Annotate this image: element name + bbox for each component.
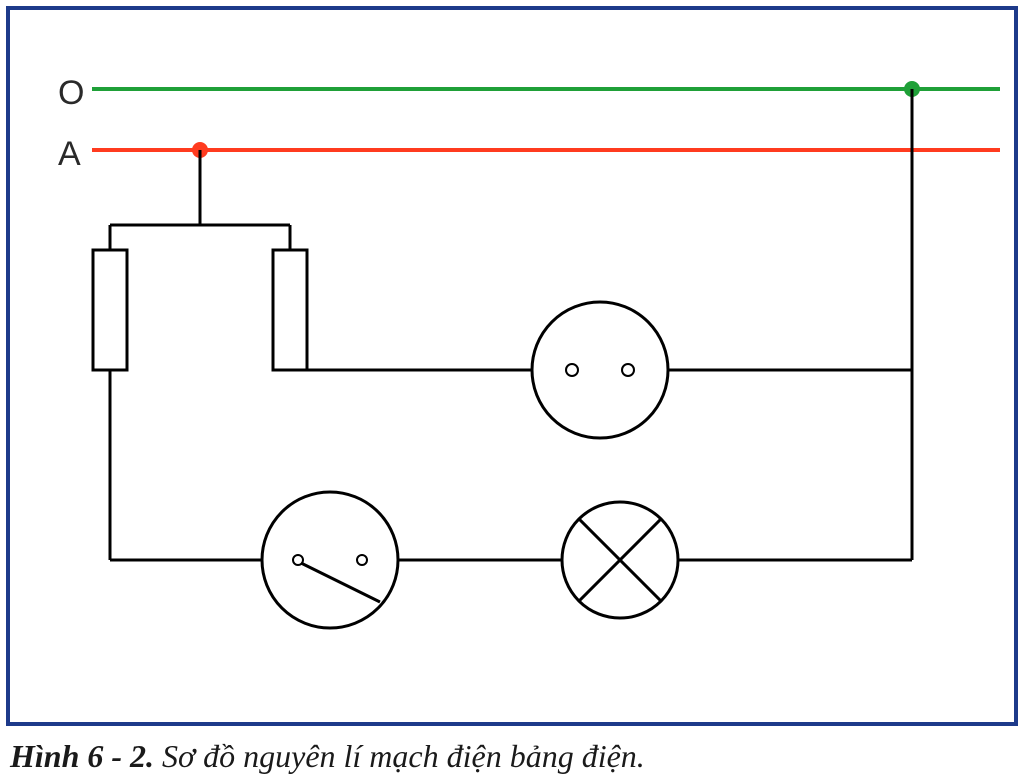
caption-title: Hình 6 - 2. bbox=[10, 738, 154, 774]
circuit-svg bbox=[0, 0, 1024, 781]
diagram-wrapper: O A Hình 6 - 2. Sơ đồ nguyên lí mạch điệ… bbox=[0, 0, 1024, 781]
caption-text: Sơ đồ nguyên lí mạch điện bảng điện. bbox=[154, 738, 645, 774]
wire-label-O: O bbox=[58, 74, 84, 113]
wire-label-A: A bbox=[58, 135, 81, 174]
figure-caption: Hình 6 - 2. Sơ đồ nguyên lí mạch điện bả… bbox=[10, 738, 645, 775]
